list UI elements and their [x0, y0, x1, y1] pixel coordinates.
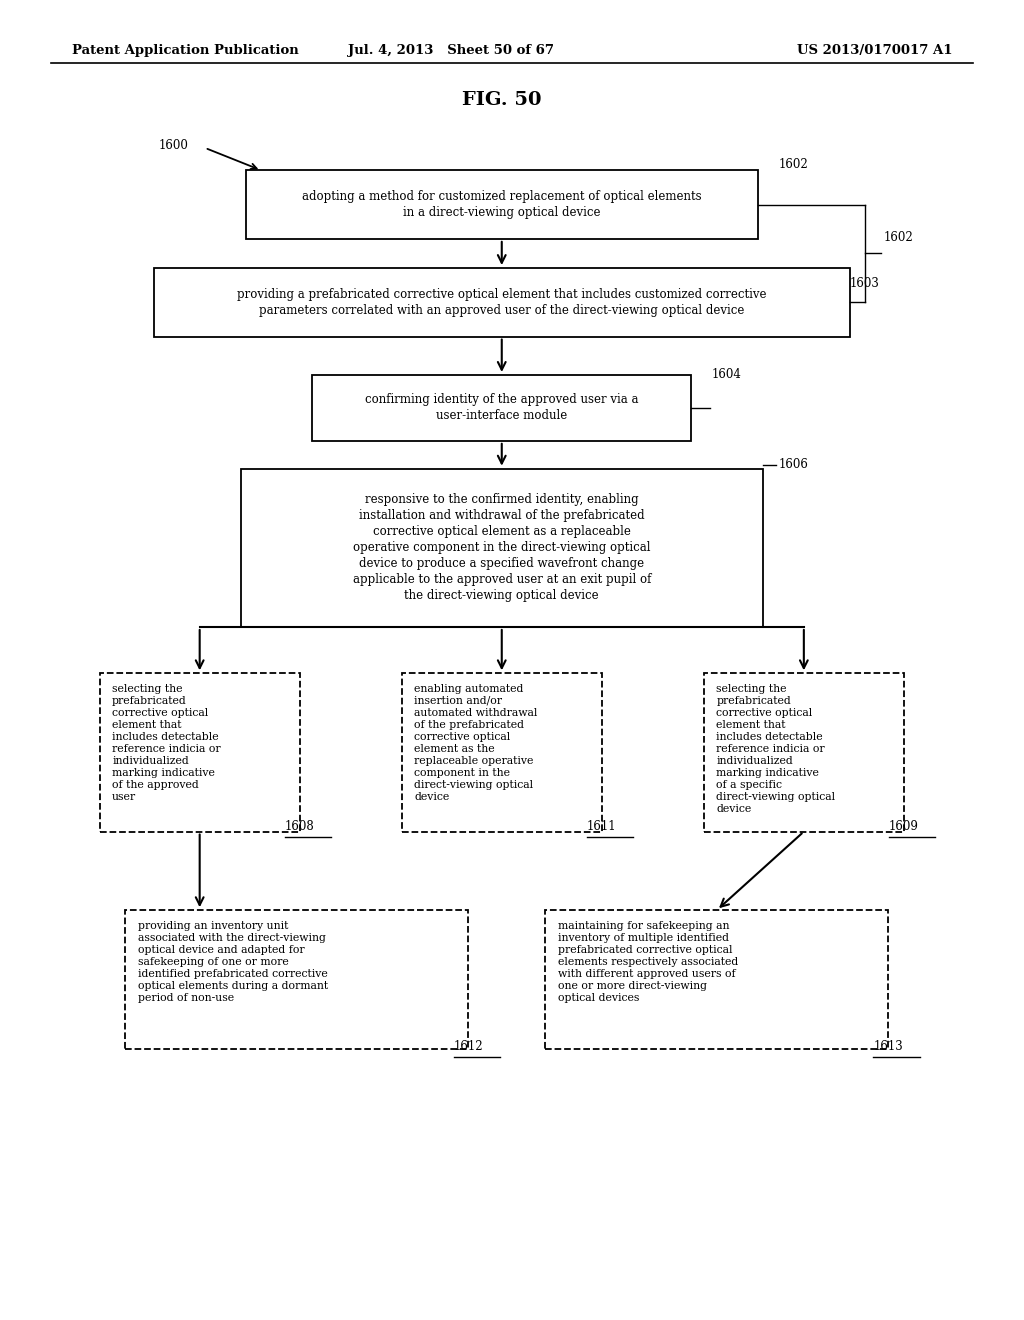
Text: 1611: 1611: [587, 820, 616, 833]
Text: providing a prefabricated corrective optical element that includes customized co: providing a prefabricated corrective opt…: [237, 288, 767, 317]
Text: providing an inventory unit
associated with the direct-viewing
optical device an: providing an inventory unit associated w…: [137, 921, 328, 1003]
Text: 1606: 1606: [778, 458, 808, 471]
Bar: [705, 673, 904, 832]
Text: 1608: 1608: [285, 820, 314, 833]
Text: maintaining for safekeeping an
inventory of multiple identified
prefabricated co: maintaining for safekeeping an inventory…: [557, 921, 738, 1003]
Text: 1612: 1612: [454, 1040, 483, 1053]
Text: 1602: 1602: [884, 231, 913, 244]
Text: 1613: 1613: [873, 1040, 903, 1053]
Text: US 2013/0170017 A1: US 2013/0170017 A1: [797, 44, 952, 57]
Text: 1609: 1609: [889, 820, 919, 833]
Bar: [246, 170, 758, 239]
Text: Patent Application Publication: Patent Application Publication: [72, 44, 298, 57]
Bar: [545, 911, 888, 1048]
Bar: [154, 268, 850, 337]
Text: responsive to the confirmed identity, enabling
installation and withdrawal of th: responsive to the confirmed identity, en…: [352, 494, 651, 602]
Text: 1602: 1602: [778, 158, 808, 172]
Text: 1600: 1600: [159, 139, 188, 152]
Text: 1604: 1604: [712, 368, 741, 381]
Bar: [312, 375, 691, 441]
Bar: [125, 911, 469, 1048]
Text: Jul. 4, 2013   Sheet 50 of 67: Jul. 4, 2013 Sheet 50 of 67: [347, 44, 554, 57]
Text: adopting a method for customized replacement of optical elements
in a direct-vie: adopting a method for customized replace…: [302, 190, 701, 219]
Text: selecting the
prefabricated
corrective optical
element that
includes detectable
: selecting the prefabricated corrective o…: [717, 684, 836, 813]
Text: 1603: 1603: [850, 277, 880, 290]
Bar: [241, 469, 763, 627]
Text: confirming identity of the approved user via a
user-interface module: confirming identity of the approved user…: [365, 393, 639, 422]
Text: enabling automated
insertion and/or
automated withdrawal
of the prefabricated
co: enabling automated insertion and/or auto…: [414, 684, 538, 801]
Bar: [100, 673, 299, 832]
Bar: [401, 673, 601, 832]
Text: selecting the
prefabricated
corrective optical
element that
includes detectable
: selecting the prefabricated corrective o…: [113, 684, 221, 801]
Text: FIG. 50: FIG. 50: [462, 91, 542, 110]
